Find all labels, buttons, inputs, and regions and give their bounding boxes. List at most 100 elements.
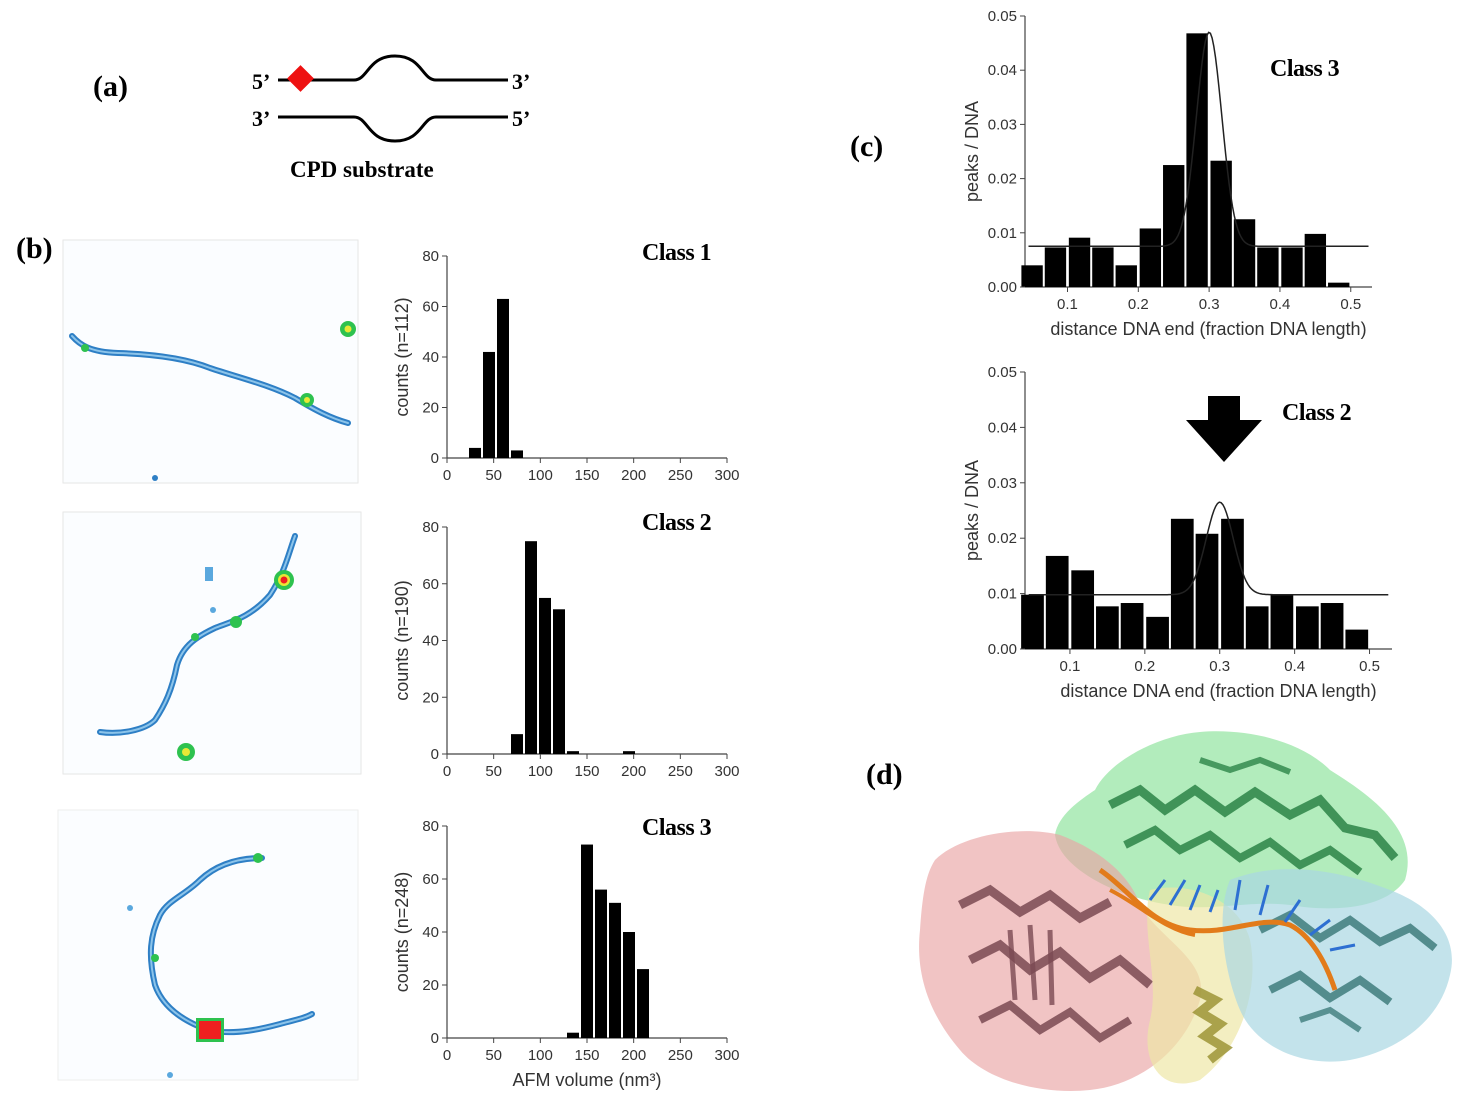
histogram-bar [609, 902, 621, 1038]
panel-c-label: (c) [850, 130, 884, 163]
x-tick-label: 300 [714, 763, 739, 780]
histogram-bar [1045, 555, 1069, 649]
green-domain-surface [1055, 731, 1408, 909]
afm-image-class3 [57, 809, 359, 1081]
histogram-bar [1021, 594, 1044, 649]
x-tick-label: 250 [668, 1047, 693, 1064]
y-axis-label: peaks / DNA [962, 101, 982, 202]
x-tick-label: 0.3 [1209, 658, 1230, 675]
x-tick-label: 200 [621, 467, 646, 484]
afm-image-class1 [62, 239, 359, 484]
strand-top-5-label: 5’ [252, 69, 270, 94]
histogram-bar [623, 932, 635, 1038]
y-tick-label: 0.04 [988, 62, 1017, 79]
class3-title: Class 3 [642, 815, 712, 841]
histogram-bar [553, 609, 565, 754]
histogram-bar [1304, 233, 1327, 287]
y-tick-label: 40 [422, 349, 439, 366]
class1-title: Class 1 [642, 240, 712, 266]
x-tick-label: 300 [714, 467, 739, 484]
x-tick-label: 0.1 [1060, 658, 1081, 675]
x-tick-label: 0.4 [1270, 296, 1291, 313]
dna-strand [1098, 867, 1356, 991]
histogram-bar [1071, 570, 1095, 649]
histogram-bar [1210, 160, 1232, 287]
histogram-bar [1096, 606, 1119, 649]
y-tick-label: 0.02 [988, 171, 1017, 188]
histogram-bar [1139, 228, 1162, 287]
histogram-bar [1233, 219, 1256, 287]
strand-top-3-label: 3’ [512, 69, 530, 94]
x-tick-label: 150 [574, 763, 599, 780]
x-tick-label: 0.1 [1057, 296, 1078, 313]
y-tick-label: 80 [422, 519, 439, 536]
panel-b-label: (b) [16, 232, 53, 265]
y-tick-label: 0.01 [988, 225, 1017, 242]
cpd-substrate-caption: CPD substrate [290, 157, 434, 182]
histogram-bar [469, 447, 481, 458]
x-tick-label: 150 [574, 467, 599, 484]
histogram-bar [525, 541, 537, 754]
x-tick-label: 0 [443, 763, 451, 780]
histogram-bar [1044, 247, 1067, 287]
class2-title: Class 2 [642, 510, 712, 536]
y-tick-label: 0.02 [988, 530, 1017, 547]
c-class2-title: Class 2 [1282, 400, 1352, 426]
panel-a-label: (a) [93, 70, 128, 103]
histogram-bar [497, 298, 509, 458]
strand-bot-3-label: 3’ [252, 106, 270, 131]
y-tick-label: 20 [422, 689, 439, 706]
x-axis-label: distance DNA end (fraction DNA length) [1060, 681, 1376, 701]
x-tick-label: 0.2 [1134, 658, 1155, 675]
x-tick-label: 50 [485, 467, 502, 484]
x-tick-label: 50 [485, 763, 502, 780]
y-tick-label: 60 [422, 299, 439, 316]
y-tick-label: 20 [422, 977, 439, 994]
y-tick-label: 0.00 [988, 641, 1017, 658]
histogram-bar [1320, 603, 1344, 649]
y-tick-label: 40 [422, 924, 439, 941]
y-tick-label: 0.03 [988, 116, 1017, 133]
histogram-bar [581, 844, 593, 1038]
y-axis-label: counts (n=248) [392, 872, 412, 993]
y-tick-label: 40 [422, 633, 439, 650]
histogram-bar [637, 969, 649, 1038]
histogram-bar [483, 351, 495, 458]
panel-d-label: (d) [866, 758, 903, 791]
c-class3-title: Class 3 [1270, 56, 1340, 82]
x-tick-label: 250 [668, 763, 693, 780]
y-tick-label: 0.05 [988, 8, 1017, 25]
x-axis-label: AFM volume (nm³) [512, 1070, 661, 1090]
x-tick-label: 100 [528, 763, 553, 780]
y-tick-label: 0.05 [988, 364, 1017, 381]
histogram-bar [1163, 165, 1185, 287]
histogram-bar [1221, 518, 1244, 649]
strand-bot-5-label: 5’ [512, 106, 530, 131]
histogram-bar [567, 751, 579, 754]
histogram-bar [567, 1032, 579, 1038]
histogram-bar [1270, 594, 1294, 649]
x-tick-label: 100 [528, 1047, 553, 1064]
x-axis-label: distance DNA end (fraction DNA length) [1050, 319, 1366, 339]
y-tick-label: 0.01 [988, 586, 1017, 603]
x-tick-label: 0.3 [1199, 296, 1220, 313]
y-axis-label: peaks / DNA [962, 460, 982, 561]
histogram-bar [511, 734, 523, 754]
histogram-bar [1068, 237, 1091, 287]
y-tick-label: 60 [422, 871, 439, 888]
x-tick-label: 0 [443, 1047, 451, 1064]
histogram-bar [1146, 616, 1169, 649]
x-tick-label: 0.5 [1340, 296, 1361, 313]
x-tick-label: 150 [574, 1047, 599, 1064]
histogram-bar [1345, 629, 1369, 649]
x-tick-label: 250 [668, 467, 693, 484]
y-axis-label: counts (n=190) [392, 580, 412, 701]
blue-domain-surface [1222, 869, 1452, 1062]
y-tick-label: 0.03 [988, 475, 1017, 492]
